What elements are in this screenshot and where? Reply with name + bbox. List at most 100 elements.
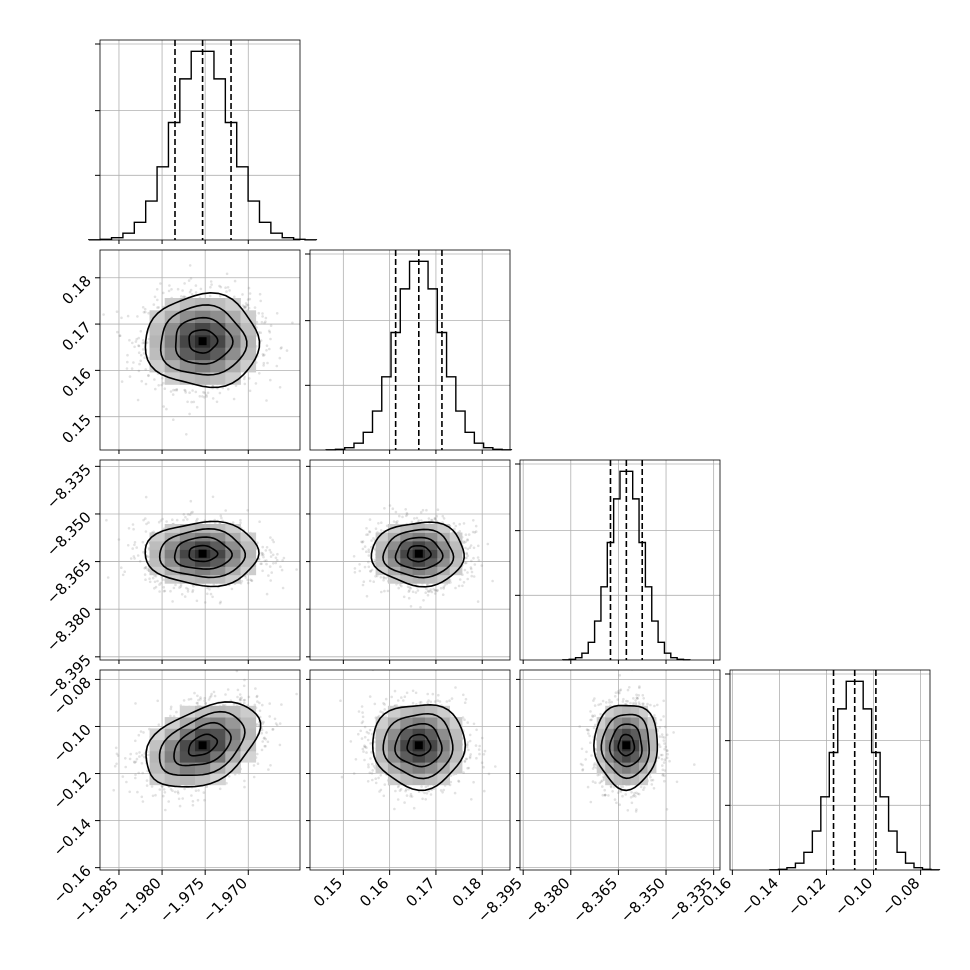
sample-point (426, 583, 429, 586)
sample-point (264, 549, 268, 552)
sample-point (467, 766, 471, 770)
density-cell (164, 549, 181, 559)
density-cell (437, 549, 450, 559)
sample-point (266, 361, 269, 365)
sample-point (618, 803, 621, 806)
sample-point (454, 686, 457, 689)
sample-point (588, 734, 591, 738)
sample-point (167, 289, 171, 293)
sample-point (150, 785, 154, 788)
sample-point (242, 305, 246, 308)
sample-point (368, 518, 372, 521)
sample-point (602, 776, 606, 780)
sample-point (253, 703, 257, 707)
sample-point (480, 761, 484, 764)
sample-point (407, 590, 411, 593)
sample-point (396, 520, 399, 523)
sample-point (367, 550, 371, 554)
sample-point (178, 804, 182, 808)
sample-point (661, 774, 664, 777)
sample-point (220, 516, 223, 520)
sample-point (622, 697, 625, 701)
sample-point (610, 700, 613, 704)
sample-point (261, 552, 264, 555)
density-cell (400, 717, 413, 729)
sample-point (134, 760, 138, 764)
sample-point (403, 695, 407, 698)
sample-point (142, 339, 145, 342)
sample-point (660, 733, 664, 736)
sample-point (406, 585, 410, 589)
sample-point (153, 295, 157, 299)
density-cell (149, 773, 166, 786)
sample-point (172, 715, 176, 718)
sample-point (599, 702, 602, 706)
sample-point (398, 583, 402, 586)
density-cell (596, 717, 606, 729)
sample-point (269, 579, 273, 582)
density-cell (639, 717, 648, 729)
sample-point (260, 562, 263, 566)
sample-point (190, 400, 193, 404)
sample-point (384, 715, 388, 718)
sample-point (394, 521, 398, 524)
sample-point (205, 393, 208, 397)
sample-point (161, 517, 164, 521)
sample-point (260, 728, 264, 732)
sample-point (592, 763, 596, 767)
sample-point (268, 347, 271, 351)
sample-point (615, 801, 618, 805)
x-tick-label-3-1: −0.14 (737, 874, 782, 919)
density-cell (149, 728, 166, 741)
sample-point (255, 320, 259, 324)
sample-point (411, 689, 415, 693)
sample-point (430, 590, 434, 594)
sample-point (424, 591, 428, 594)
sample-point (243, 701, 246, 705)
sample-point (169, 787, 173, 791)
sample-point (364, 745, 367, 749)
density-cell (195, 557, 211, 567)
sample-point (382, 576, 386, 580)
sample-point (185, 586, 188, 590)
sample-point (210, 692, 213, 696)
sample-point (632, 697, 635, 700)
sample-point (377, 776, 380, 780)
sample-point (180, 593, 184, 596)
sample-point (211, 397, 215, 400)
sample-point (624, 793, 627, 796)
sample-point (280, 703, 283, 706)
sample-point (250, 579, 253, 582)
sample-point (142, 518, 145, 522)
sample-point (445, 700, 449, 703)
sample-point (410, 520, 414, 524)
sample-point (340, 775, 344, 779)
sample-point (275, 558, 279, 562)
density-cell (412, 524, 426, 533)
sample-point (367, 763, 370, 766)
density-cell (387, 705, 401, 718)
sample-point (427, 517, 431, 520)
sample-point (637, 701, 641, 704)
sample-point (380, 590, 383, 594)
panel-content-2-1 (310, 460, 510, 660)
sample-point (590, 718, 593, 722)
sample-point (211, 595, 214, 599)
sample-point (140, 795, 144, 799)
density-cell (425, 541, 438, 550)
sample-point (657, 743, 661, 746)
sample-point (354, 758, 358, 761)
density-cell (240, 750, 257, 763)
sample-point (393, 689, 397, 693)
scatter-panel-3-1 (309, 669, 511, 871)
sample-point (177, 797, 181, 801)
sample-point (628, 686, 631, 689)
sample-point (474, 524, 478, 528)
sample-point (257, 331, 261, 334)
contour-0 (187, 733, 219, 757)
sample-point (246, 303, 250, 307)
sample-point (198, 395, 202, 398)
sample-point (596, 773, 600, 777)
sample-point (135, 752, 138, 755)
contour-3 (371, 703, 467, 792)
